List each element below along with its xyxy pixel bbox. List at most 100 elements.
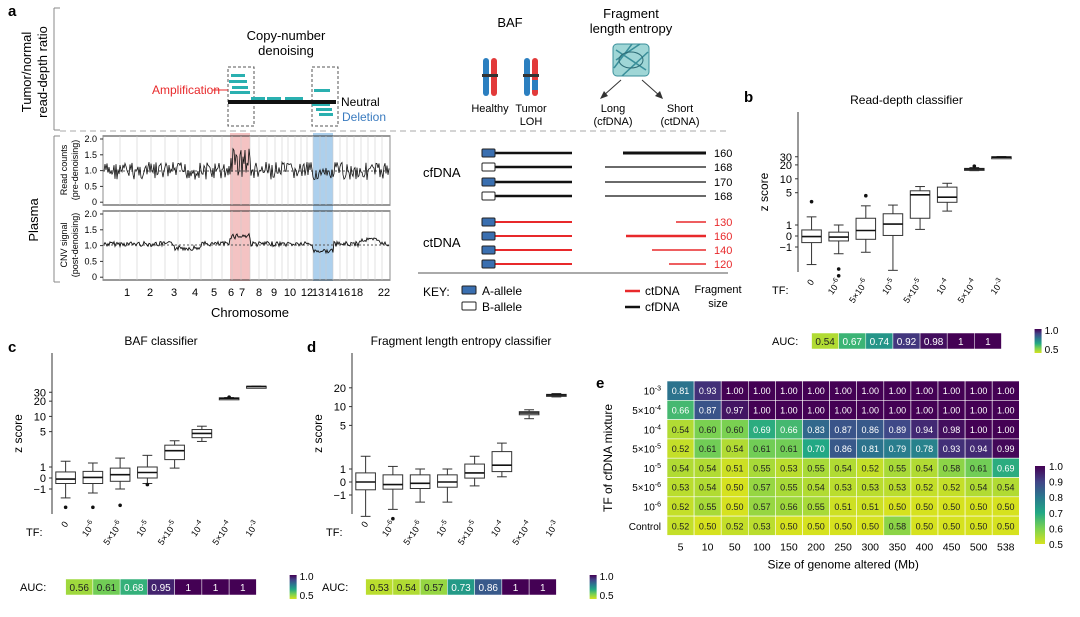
heatmap-value: 0.83 bbox=[807, 425, 825, 435]
category-label: 5×10-5 bbox=[155, 519, 179, 547]
panel-e-heatmap: TF of cfDNA mixture 0.81 0.93 1.00 1.00 1.00 1… bbox=[601, 380, 1063, 571]
heatmap-value: 0.53 bbox=[861, 483, 879, 493]
y-tick-label: −1 bbox=[779, 242, 792, 254]
heatmap-value: 0.55 bbox=[807, 463, 825, 473]
tumor-label: Tumor bbox=[515, 103, 547, 115]
y-tick-label: 1 bbox=[40, 462, 46, 474]
heatmap-value: 0.61 bbox=[753, 444, 771, 454]
heatmap-value: 0.69 bbox=[997, 463, 1015, 473]
auc-value: 0.57 bbox=[424, 583, 444, 594]
category-label: 10-6 bbox=[379, 519, 397, 539]
heatmap-value: 0.89 bbox=[889, 425, 907, 435]
auc-value: 0.54 bbox=[397, 583, 417, 594]
y-tick-label: 20 bbox=[780, 160, 792, 172]
auc-value: 1 bbox=[185, 583, 191, 594]
a-allele-marker bbox=[481, 245, 496, 255]
chromosome-tick-label: 22 bbox=[378, 287, 390, 299]
category-label: 5×10-4 bbox=[510, 519, 534, 547]
category-label: 5×10-5 bbox=[900, 277, 924, 305]
chromosome-tick-label: 16 bbox=[338, 287, 350, 299]
heatmap-value: 0.50 bbox=[699, 521, 717, 531]
key-label: KEY: bbox=[423, 285, 450, 299]
y-tick-label: 1 bbox=[340, 464, 346, 476]
heatmap-value: 0.51 bbox=[834, 502, 852, 512]
b-allele-marker bbox=[481, 191, 496, 201]
heatmap-value: 1.00 bbox=[916, 386, 934, 396]
heatmap-cell bbox=[991, 515, 1020, 536]
arrow-long bbox=[602, 79, 622, 97]
heatmap-row-label: 10-4 bbox=[644, 424, 661, 436]
read-count-trace bbox=[103, 147, 390, 181]
auc-value: 1 bbox=[958, 337, 964, 348]
outlier-point bbox=[391, 516, 395, 521]
heatmap-value: 0.50 bbox=[861, 521, 879, 531]
category-label: 5×10-6 bbox=[401, 519, 425, 547]
chromosome-tumor-loh-icon bbox=[523, 58, 539, 96]
heatmap-value: 1.00 bbox=[997, 425, 1015, 435]
baf-title: BAF bbox=[497, 15, 522, 30]
colorbar-tick: 1.0 bbox=[300, 572, 314, 583]
chart-title: Fragment length entropy classifier bbox=[371, 334, 552, 348]
category-label: 5×10-6 bbox=[101, 519, 125, 547]
amplification-label: Amplification bbox=[152, 83, 220, 97]
ylabel-plasma: Plasma bbox=[26, 198, 41, 242]
heatmap-value: 0.54 bbox=[807, 483, 825, 493]
y-tick-label: −1 bbox=[333, 490, 346, 502]
outlier-point bbox=[836, 267, 841, 271]
heatmap-value: 0.97 bbox=[726, 405, 744, 415]
heatmap-value: 0.53 bbox=[889, 483, 907, 493]
outlier-point bbox=[145, 482, 150, 487]
nucleosome-icon bbox=[612, 43, 650, 77]
long-label: Long bbox=[601, 103, 625, 115]
chromosome-tick-label: 5 bbox=[211, 287, 217, 299]
y-tick-label: 2.0 bbox=[84, 134, 97, 144]
x-axis-label: TF: bbox=[772, 285, 789, 297]
outlier-point bbox=[864, 193, 868, 198]
chromosome-tick-label: 18 bbox=[351, 287, 363, 299]
a-allele-marker bbox=[481, 217, 496, 227]
category-label: 5×10-5 bbox=[455, 519, 479, 547]
heatmap-col-label: 100 bbox=[753, 541, 771, 553]
ylabel-top-1: Tumor/normal bbox=[19, 32, 34, 113]
heatmap-col-label: 150 bbox=[780, 541, 798, 553]
deletion-label: Deletion bbox=[342, 110, 386, 124]
track1-ylabel-1: Read counts bbox=[59, 144, 69, 195]
y-tick-label: 0 bbox=[92, 197, 97, 207]
auc-value: 0.73 bbox=[451, 583, 471, 594]
box bbox=[55, 471, 76, 485]
panel-d-label: d bbox=[307, 339, 316, 356]
heatmap-value: 0.61 bbox=[970, 463, 988, 473]
heatmap-value: 0.54 bbox=[916, 463, 934, 473]
y-axis-label: z score bbox=[311, 414, 325, 453]
cn-title-2: denoising bbox=[258, 43, 314, 58]
panel-c-label: c bbox=[8, 339, 16, 356]
a-allele-marker bbox=[481, 177, 496, 187]
auc-cell bbox=[528, 578, 557, 596]
category-label: 10-6 bbox=[825, 277, 843, 297]
heatmap-value: 1.00 bbox=[834, 386, 852, 396]
ctdna-size-label: 120 bbox=[714, 259, 732, 271]
arrow-short bbox=[641, 79, 661, 97]
auc-value: 0.53 bbox=[370, 583, 390, 594]
y-tick-label: 0 bbox=[40, 473, 46, 485]
panel-d-fle-classifier: Fragment length entropy classifier z scor… bbox=[311, 334, 614, 602]
auc-value: 0.86 bbox=[479, 583, 499, 594]
heatmap-value: 0.54 bbox=[834, 463, 852, 473]
category-label: 10-5 bbox=[134, 519, 152, 539]
chromosome-tick-label: 3 bbox=[171, 287, 177, 299]
heatmap-value: 1.00 bbox=[916, 405, 934, 415]
y-axis-label: z score bbox=[11, 414, 25, 453]
y-tick-label: 10 bbox=[780, 174, 792, 186]
auc-value: 1 bbox=[513, 583, 519, 594]
y-tick-label: 5 bbox=[40, 427, 46, 439]
auc-value: 1 bbox=[540, 583, 546, 594]
fragment-size-key-2: size bbox=[708, 298, 728, 310]
y-tick-label: 0.5 bbox=[84, 181, 97, 191]
heatmap-value: 0.55 bbox=[807, 502, 825, 512]
chromosome-tick-label: 9 bbox=[271, 287, 277, 299]
heatmap-value: 1.00 bbox=[753, 405, 771, 415]
track2-ylabel-1: CNV signal bbox=[59, 222, 69, 267]
